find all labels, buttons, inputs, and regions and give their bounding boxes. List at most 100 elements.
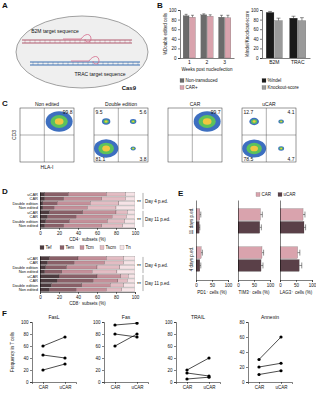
tick: 0 — [26, 380, 32, 385]
bar — [48, 215, 77, 219]
axis: 020406080100 — [39, 228, 140, 236]
line — [115, 334, 137, 346]
tick-mark — [135, 292, 136, 294]
axis-title: CD4⁺ subsets (%) — [69, 237, 106, 242]
tick-mark — [260, 48, 262, 49]
tick-label: 20 — [167, 368, 173, 373]
bar — [126, 192, 136, 196]
dna-rung — [138, 62, 139, 65]
marks — [266, 11, 306, 58]
marks — [238, 209, 264, 272]
tick: 0 — [39, 292, 42, 300]
tick: CAR — [255, 382, 265, 390]
bar — [78, 256, 107, 260]
dna-rung — [70, 40, 71, 43]
tick-mark — [174, 322, 176, 323]
point — [135, 335, 138, 338]
bar — [83, 210, 116, 214]
density-outer — [102, 118, 110, 124]
tick-label: 50 — [210, 283, 216, 288]
error-bar — [303, 212, 305, 218]
bar — [40, 215, 48, 219]
tick-mark — [260, 39, 262, 40]
tick-label: 0 — [237, 283, 240, 288]
tick: 40 — [76, 292, 82, 300]
bar — [40, 274, 59, 278]
dna-rung — [105, 40, 106, 43]
group-label: Day 11 p.ed. — [145, 217, 170, 222]
tick-label: 20 — [23, 368, 29, 373]
legend-label: CAR — [262, 192, 272, 197]
tick-label: CAR — [111, 385, 121, 390]
marks — [41, 335, 66, 371]
tick-mark — [78, 292, 79, 294]
tick-mark — [43, 382, 44, 384]
marks — [185, 356, 210, 380]
bar — [97, 274, 121, 278]
dna-rung — [125, 40, 126, 43]
tick: 60 — [23, 344, 32, 349]
axis — [238, 201, 240, 281]
tick-label: TRAC — [291, 59, 305, 65]
tick-mark — [209, 382, 210, 384]
density-mid — [251, 119, 257, 124]
axis-title: PD1⁺ cells (%) — [197, 290, 227, 295]
dna-rung — [115, 40, 116, 43]
line — [187, 358, 209, 370]
error-bar — [260, 212, 262, 218]
tick-label: 60 — [23, 344, 29, 349]
chart: 020406080CARuCARAnnexin — [239, 314, 292, 390]
tick-mark — [254, 280, 255, 282]
point — [41, 353, 44, 356]
axis-line — [178, 11, 181, 59]
error-bar — [199, 212, 201, 218]
chart: 020406080100uCARCARDouble editionNon edi… — [12, 256, 170, 306]
error-bar — [199, 224, 201, 230]
point — [279, 362, 282, 365]
bar — [88, 206, 117, 210]
bar — [45, 197, 64, 201]
tick-mark — [178, 10, 180, 11]
tick-mark — [246, 337, 248, 338]
axis: CARuCAR — [177, 382, 221, 390]
tick-label: 60 — [239, 335, 245, 340]
tick-mark — [30, 370, 32, 371]
tick-label: 80 — [114, 231, 120, 236]
tick-mark — [270, 280, 271, 282]
line — [43, 337, 65, 346]
tick-label: B2M — [269, 59, 279, 65]
quadrant-value: 81.1 — [96, 156, 106, 162]
tick: Non edited — [19, 287, 40, 292]
tick-label: 100 — [132, 231, 140, 236]
density-mid — [51, 115, 68, 128]
point — [257, 358, 260, 361]
bar — [107, 288, 122, 292]
tick-mark — [30, 334, 32, 335]
quadrant-value: 12.7 — [244, 109, 254, 115]
legend-swatch — [40, 246, 44, 250]
tick-label: 100 — [132, 295, 140, 300]
tick-label: 0 — [26, 380, 29, 385]
panel-label: D — [2, 187, 8, 196]
axis-line — [260, 11, 263, 59]
line — [259, 337, 281, 360]
group-label: Day 4 p.ed. — [145, 263, 168, 268]
bar — [280, 209, 303, 221]
legend-swatch — [180, 86, 184, 90]
axis: 050100 — [195, 280, 233, 288]
diagram: B2M target sequenceTRAC target sequenceC… — [16, 16, 148, 91]
tick: 40 — [167, 356, 176, 361]
chart-title: TRAIL — [191, 314, 205, 320]
tick: 50 — [252, 280, 258, 288]
tick-label: 80 — [239, 320, 245, 325]
bar — [76, 215, 112, 219]
tick-label: 40 — [76, 231, 82, 236]
group-bracket — [143, 211, 144, 227]
tick-mark — [212, 280, 213, 282]
gate-line — [242, 135, 296, 136]
error-bar — [304, 224, 306, 230]
axis-line — [246, 323, 249, 383]
marks — [113, 322, 138, 348]
tick-mark — [178, 39, 180, 40]
tick-label: 40 — [76, 295, 82, 300]
